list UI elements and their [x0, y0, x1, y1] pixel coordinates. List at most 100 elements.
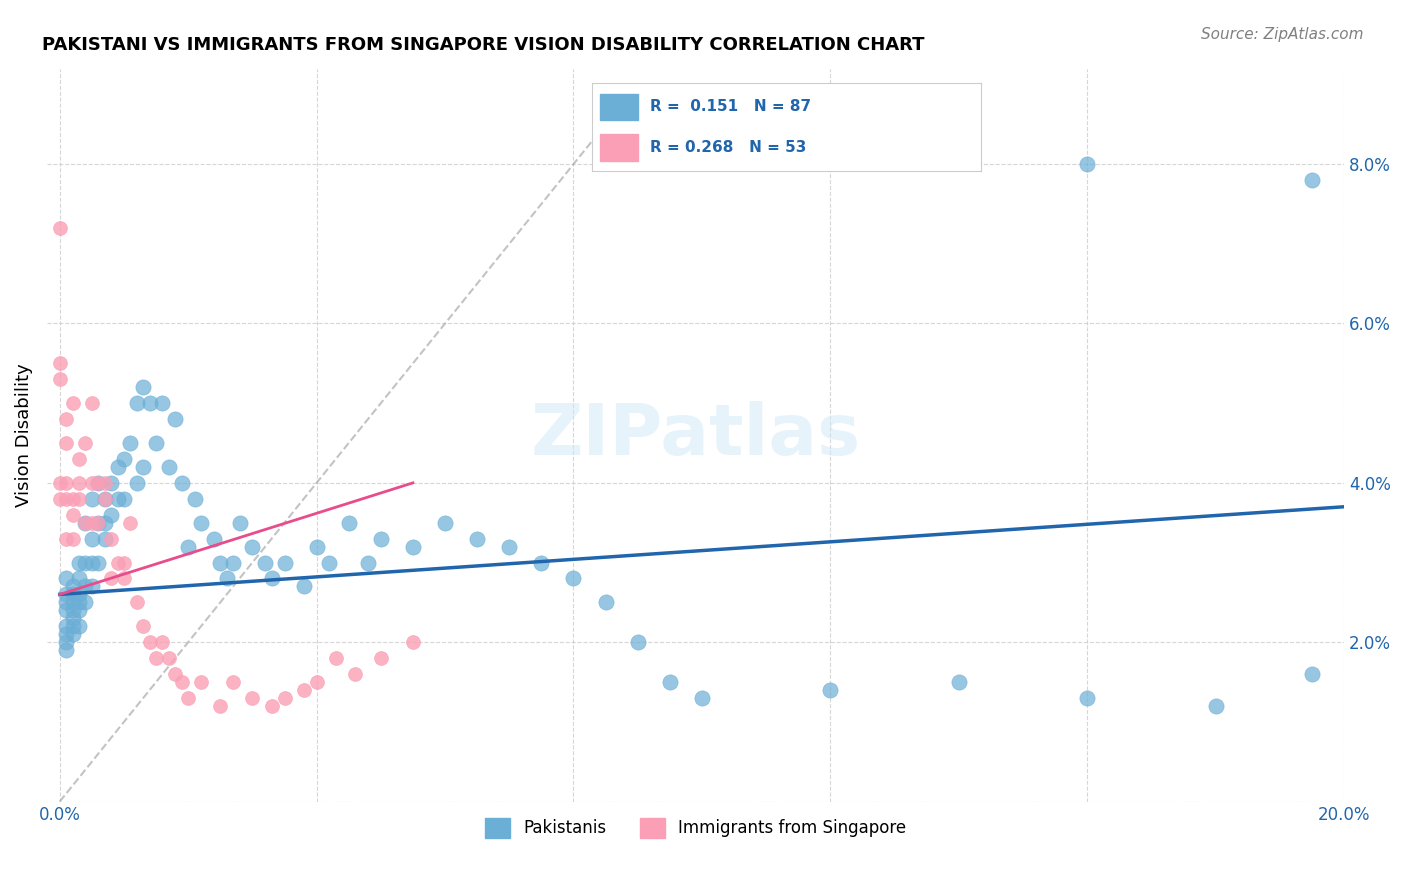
Point	[820, 683, 842, 698]
Point	[62, 627, 84, 641]
Point	[202, 532, 225, 546]
Point	[67, 595, 90, 609]
Point	[55, 627, 77, 641]
Point	[690, 691, 713, 706]
Point	[344, 667, 367, 681]
Point	[87, 516, 110, 530]
Point	[80, 396, 103, 410]
Point	[132, 619, 155, 633]
Point	[100, 475, 122, 490]
Point	[152, 635, 174, 649]
Point	[48, 491, 70, 506]
Point	[120, 516, 142, 530]
Point	[80, 516, 103, 530]
Point	[112, 556, 135, 570]
Point	[107, 491, 129, 506]
Point	[62, 619, 84, 633]
Point	[305, 540, 328, 554]
Point	[67, 572, 90, 586]
Point	[1076, 157, 1098, 171]
Point	[100, 572, 122, 586]
Point	[100, 532, 122, 546]
Point	[75, 595, 97, 609]
Point	[402, 635, 425, 649]
Point	[93, 491, 115, 506]
Point	[62, 579, 84, 593]
Point	[62, 491, 84, 506]
Point	[55, 603, 77, 617]
Point	[337, 516, 360, 530]
Y-axis label: Vision Disability: Vision Disability	[15, 363, 32, 507]
Point	[93, 475, 115, 490]
Point	[80, 475, 103, 490]
Point	[62, 396, 84, 410]
Point	[125, 396, 148, 410]
Point	[292, 579, 315, 593]
Point	[357, 556, 380, 570]
Point	[80, 556, 103, 570]
Point	[87, 475, 110, 490]
Point	[157, 651, 180, 665]
Point	[62, 508, 84, 522]
Point	[222, 675, 245, 690]
Point	[145, 651, 167, 665]
Point	[260, 572, 283, 586]
Point	[67, 475, 90, 490]
Point	[215, 572, 238, 586]
Point	[562, 572, 585, 586]
Point	[948, 675, 970, 690]
Point	[87, 556, 110, 570]
Legend: Pakistanis, Immigrants from Singapore: Pakistanis, Immigrants from Singapore	[478, 811, 912, 845]
Point	[67, 556, 90, 570]
Point	[305, 675, 328, 690]
Point	[177, 540, 200, 554]
Point	[55, 572, 77, 586]
Point	[627, 635, 650, 649]
Point	[165, 667, 187, 681]
Point	[62, 603, 84, 617]
Point	[112, 452, 135, 467]
Point	[55, 643, 77, 657]
Point	[75, 556, 97, 570]
Point	[67, 619, 90, 633]
Point	[370, 532, 392, 546]
Point	[62, 595, 84, 609]
Point	[132, 380, 155, 394]
Text: ZIPatlas: ZIPatlas	[530, 401, 860, 469]
Point	[67, 603, 90, 617]
Point	[93, 491, 115, 506]
Point	[157, 459, 180, 474]
Point	[120, 436, 142, 450]
Point	[183, 491, 205, 506]
Point	[228, 516, 250, 530]
Point	[190, 675, 212, 690]
Point	[107, 459, 129, 474]
Point	[55, 436, 77, 450]
Point	[62, 611, 84, 625]
Point	[48, 372, 70, 386]
Text: PAKISTANI VS IMMIGRANTS FROM SINGAPORE VISION DISABILITY CORRELATION CHART: PAKISTANI VS IMMIGRANTS FROM SINGAPORE V…	[42, 36, 925, 54]
Point	[67, 452, 90, 467]
Point	[1076, 691, 1098, 706]
Point	[145, 436, 167, 450]
Point	[152, 396, 174, 410]
Point	[595, 595, 617, 609]
Point	[55, 532, 77, 546]
Point	[530, 556, 553, 570]
Point	[209, 556, 232, 570]
Point	[325, 651, 347, 665]
Point	[55, 475, 77, 490]
Point	[55, 412, 77, 426]
Point	[1301, 667, 1323, 681]
Point	[93, 532, 115, 546]
Point	[170, 475, 193, 490]
Text: Source: ZipAtlas.com: Source: ZipAtlas.com	[1201, 27, 1364, 42]
Point	[190, 516, 212, 530]
Point	[222, 556, 245, 570]
Point	[170, 675, 193, 690]
Point	[1205, 698, 1227, 713]
Point	[75, 436, 97, 450]
Point	[80, 491, 103, 506]
Point	[93, 516, 115, 530]
Point	[273, 556, 295, 570]
